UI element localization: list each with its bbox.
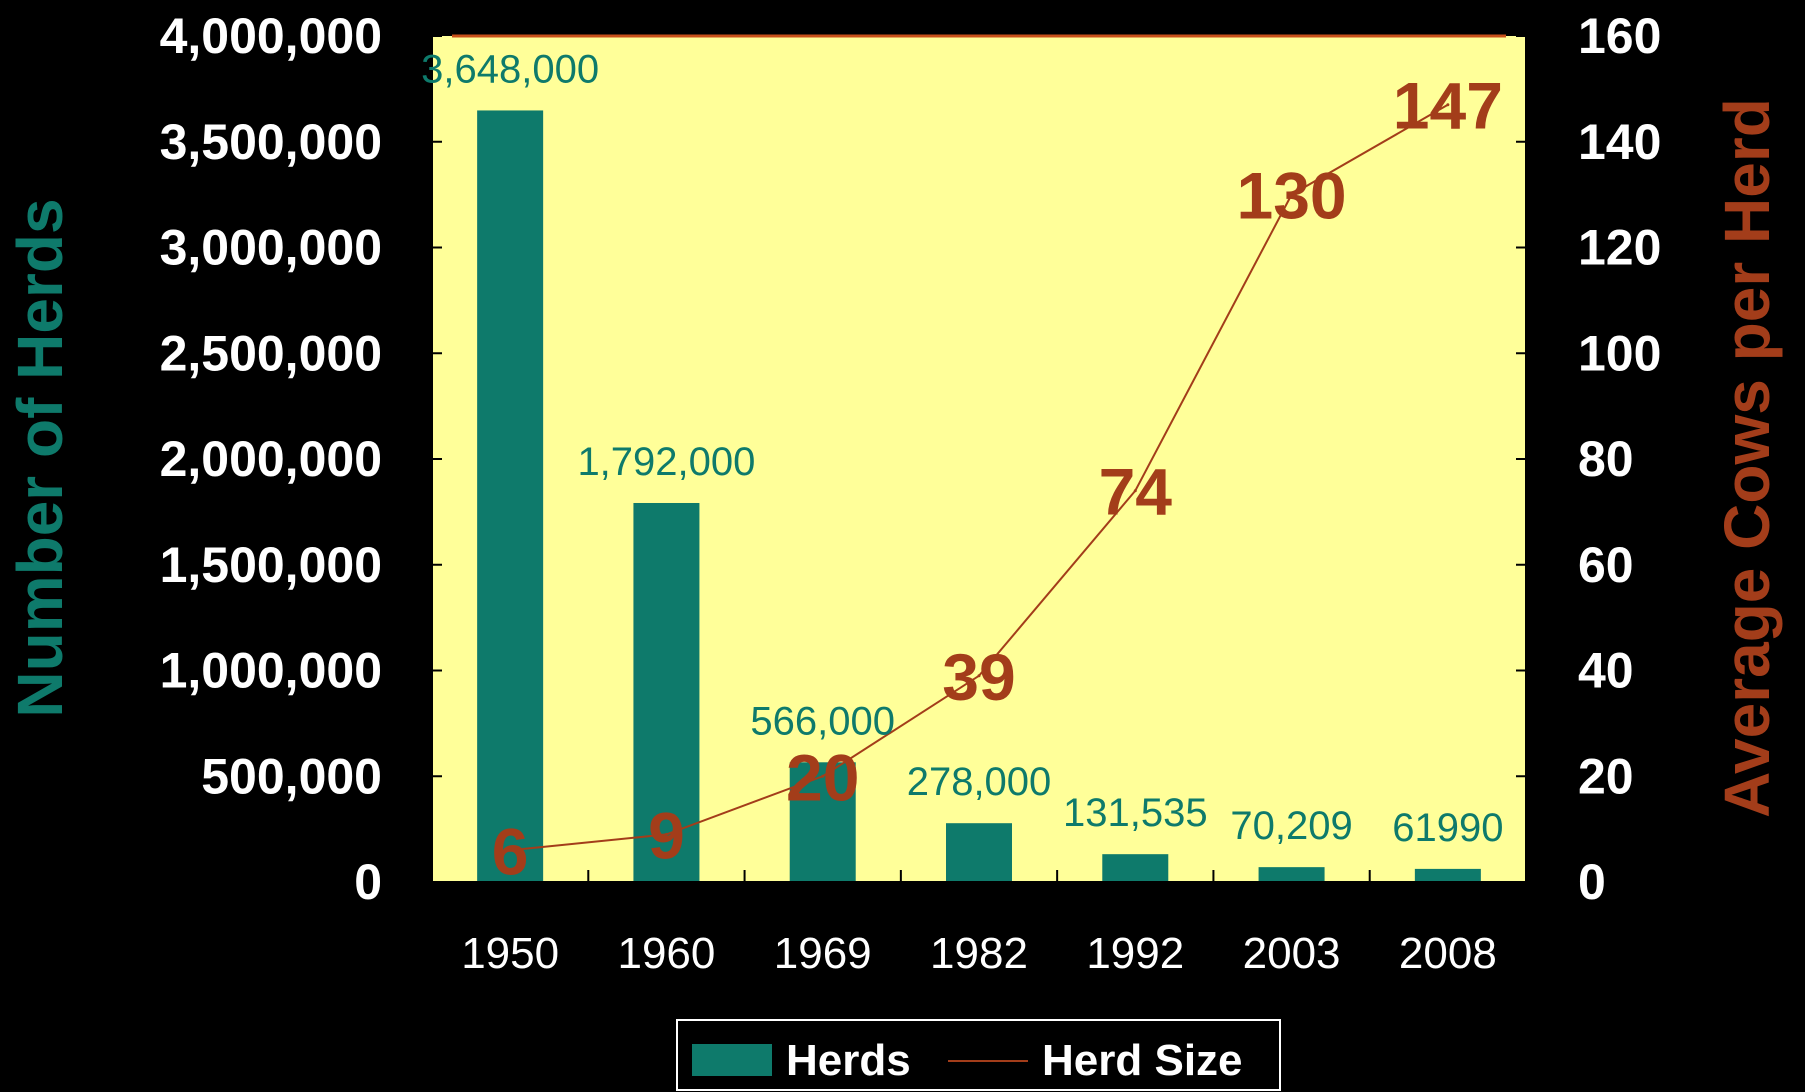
legend-box [676, 1019, 1281, 1091]
y-left-tick-label: 3,000,000 [160, 220, 382, 276]
x-tick-label: 2008 [1399, 929, 1497, 978]
point-herd-size-2008 [1446, 103, 1450, 107]
bar-value-label: 61990 [1392, 806, 1503, 850]
y-right-tick-label: 20 [1578, 748, 1634, 804]
point-herd-size-2003 [1290, 193, 1294, 197]
bar-herds-1992 [1102, 854, 1169, 882]
axes-layer [422, 35, 1536, 883]
y-right-tick-label: 140 [1578, 114, 1661, 170]
plot-area [432, 36, 1526, 882]
y-axis-left-title: Number of Herds [4, 198, 76, 717]
y-left-tick-label: 2,500,000 [160, 325, 382, 381]
x-tick-label: 1982 [930, 929, 1028, 978]
point-herd-size-1992 [1133, 489, 1137, 493]
line-value-label: 130 [1237, 159, 1347, 233]
x-tick-label: 1969 [774, 929, 872, 978]
y-right-tick-label: 80 [1578, 431, 1634, 487]
legend-herds-label: Herds [786, 1036, 911, 1085]
y-left-tick-label: 1,500,000 [160, 537, 382, 593]
bar-herds-1969 [789, 762, 856, 882]
bar-herds-1950 [477, 110, 544, 882]
y-right-tick-label: 0 [1578, 854, 1606, 910]
bar-herds-2008 [1414, 868, 1481, 882]
y-right-tick-label: 100 [1578, 325, 1661, 381]
point-herd-size-1969 [821, 774, 825, 778]
line-value-label: 6 [492, 814, 529, 888]
y-right-tick-label: 160 [1578, 8, 1661, 64]
x-tick-label: 1960 [617, 929, 715, 978]
bar-herds-1960 [633, 502, 700, 882]
legend-herds-swatch [692, 1044, 772, 1076]
legend: Herds Herd Size [676, 1019, 1281, 1091]
y-left-tick-label: 2,000,000 [160, 431, 382, 487]
x-tick-label: 1950 [461, 929, 559, 978]
x-tick-label: 2003 [1243, 929, 1341, 978]
bar-value-label: 3,648,000 [421, 47, 599, 91]
y-left-tick-label: 500,000 [201, 748, 382, 804]
bar-herds-2003 [1258, 867, 1325, 882]
point-herd-size-1960 [664, 832, 668, 836]
line-layer [508, 103, 1450, 852]
y-left-tick-label: 4,000,000 [160, 8, 382, 64]
y-right-tick-label: 120 [1578, 220, 1661, 276]
legend-herd-size-label: Herd Size [1042, 1036, 1243, 1085]
y-left-tick-label: 0 [354, 854, 382, 910]
point-herd-size-1982 [977, 674, 981, 678]
bar-value-label: 131,535 [1063, 791, 1208, 835]
bars-layer [477, 110, 1481, 882]
line-value-label: 39 [942, 640, 1015, 714]
bar-herds-1982 [946, 823, 1012, 882]
y-left-tick-label: 3,500,000 [160, 114, 382, 170]
labels-layer: 0 500,000 1,000,000 1,500,000 2,000,000 2,500… [160, 8, 1662, 978]
bar-value-label: 566,000 [750, 699, 895, 743]
y-left-tick-label: 1,000,000 [160, 643, 382, 699]
bar-value-label: 70,209 [1230, 804, 1352, 848]
bar-value-label: 278,000 [907, 760, 1052, 804]
y-axis-right-title: Average Cows per Herd [1711, 98, 1783, 818]
x-tick-label: 1992 [1086, 929, 1184, 978]
line-value-label: 147 [1393, 69, 1503, 143]
line-value-label: 20 [786, 740, 859, 814]
line-value-label: 9 [648, 798, 685, 872]
y-right-tick-label: 40 [1578, 643, 1634, 699]
y-right-tick-label: 60 [1578, 537, 1634, 593]
line-value-label: 74 [1099, 455, 1173, 529]
point-herd-size-1950 [508, 848, 512, 852]
bar-value-label: 1,792,000 [577, 440, 755, 484]
